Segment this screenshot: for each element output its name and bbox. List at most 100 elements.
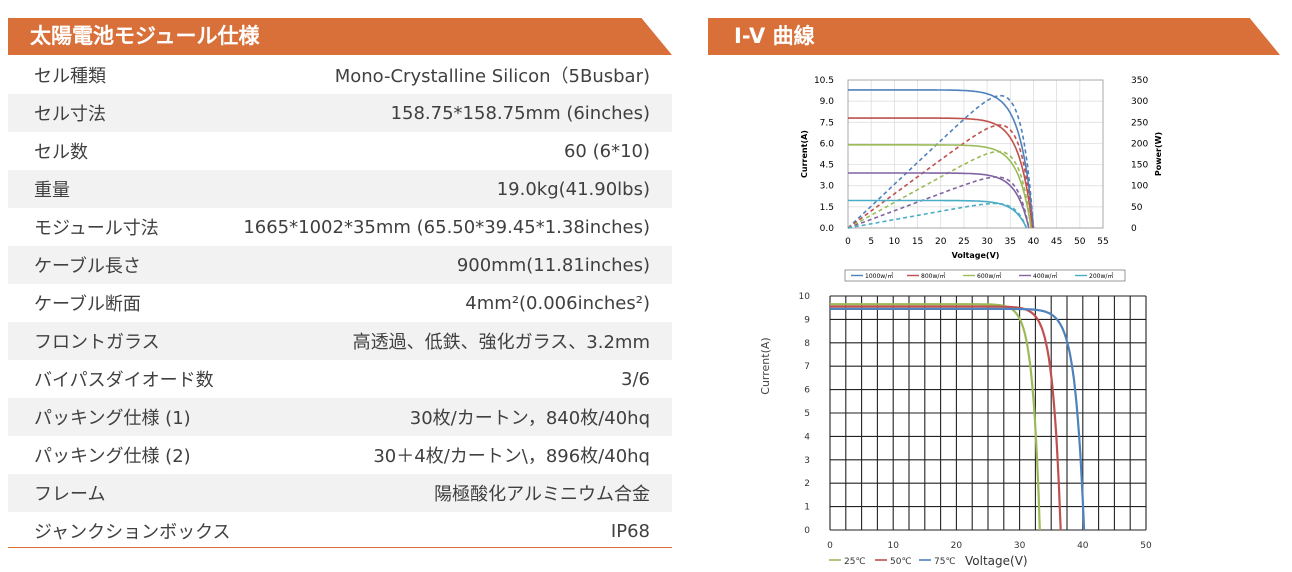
y2-tick-label: 100 [1131, 182, 1148, 192]
legend: 1000w/㎡ 800w/㎡ 600w/㎡ 400w/㎡ 200w/㎡ [844, 269, 1126, 282]
x-tick-label: 55 [1097, 237, 1108, 247]
x-tick-label: 20 [935, 237, 947, 247]
spec-value: 4mm²(0.006inches²) [465, 292, 650, 314]
x-tick-label: 30 [981, 237, 993, 247]
spec-label: モジュール寸法 [34, 218, 159, 239]
spec-label: バイパスダイオード数 [34, 370, 214, 391]
y2-tick-label: 50 [1131, 203, 1143, 213]
y-tick-label: 5 [804, 409, 810, 419]
x-tick-label: 5 [868, 237, 874, 247]
iv-curve-series [848, 144, 1032, 229]
y-tick-label: 0.0 [820, 224, 835, 234]
legend-frame [844, 269, 1126, 282]
spec-value: 陽極酸化アルミニウム合金 [434, 484, 650, 505]
y2-tick-label: 350 [1131, 76, 1148, 86]
spec-value: 30枚/カートン，840枚/40hq [409, 408, 650, 429]
iv-temperature-chart: 0 1 2 3 4 5 6 7 8 9 10 0 10 20 30 40 50 Current(A) 25℃ 50℃ 7… [759, 292, 1152, 568]
spec-value: 19.0kg(41.90lbs) [496, 178, 650, 200]
power-curve-series [847, 202, 1028, 229]
y-tick-label: 7 [804, 362, 810, 372]
spec-row: フレーム 陽極酸化アルミニウム合金 [8, 474, 672, 512]
y-tick-label: 3 [804, 456, 810, 466]
x-tick-label: 40 [1028, 237, 1040, 247]
x-tick-label: 0 [845, 237, 851, 247]
x-tick-label: 10 [887, 541, 899, 551]
y-tick-label: 4 [804, 432, 810, 442]
spec-value: 60 (6*10) [563, 140, 650, 162]
y-tick-label: 4.5 [820, 161, 834, 171]
spec-value: 高透過、低鉄、強化ガラス、3.2mm [352, 332, 650, 353]
y-tick-label: 7.5 [820, 118, 834, 128]
y-tick-label: 10.5 [814, 76, 834, 86]
legend-entry: 400w/㎡ [1033, 272, 1057, 280]
spec-label: パッキング仕様 (2) [34, 446, 191, 467]
spec-row: セル種類 Mono-Crystalline Silicon（5Busbar) [8, 56, 672, 94]
iv-irradiance-chart: 0 5 10 15 20 25 30 35 40 45 50 55 0.0 1.5 3.0 4.5 6.0 7.5… [800, 76, 1163, 282]
y-tick-label: 10 [799, 292, 811, 302]
spec-label: フレーム [34, 484, 106, 505]
y2-tick-label: 150 [1131, 161, 1148, 171]
legend-entry: 75℃ [934, 557, 956, 567]
power-curve-series [847, 150, 1032, 229]
iv-curve-series [848, 117, 1034, 229]
spec-row: セル寸法 158.75*158.75mm (6inches) [8, 94, 672, 132]
spec-row: モジュール寸法 1665*1002*35mm (65.50*39.45*1.38i… [8, 208, 672, 246]
y-tick-label: 0 [804, 526, 810, 536]
x-tick-label: 50 [1140, 541, 1152, 551]
spec-value: 30＋4枚/カートン\，896枚/40hq [373, 446, 650, 467]
x-tick-label: 35 [1005, 237, 1016, 247]
legend-entry: 200w/㎡ [1089, 272, 1113, 280]
y-tick-label: 1.5 [820, 203, 834, 213]
legend: 25℃ 50℃ 75℃ Voltage(V) [829, 554, 1028, 568]
iv-curve-series [848, 199, 1028, 229]
y-axis-label: Current(A) [800, 130, 809, 178]
x-tick-label: 25 [958, 237, 969, 247]
y-tick-label: 6.0 [820, 139, 835, 149]
y2-axis-label: Power(W) [1154, 132, 1163, 176]
spec-row: パッキング仕様 (2) 30＋4枚/カートン\，896枚/40hq [8, 436, 672, 474]
legend-entry: 50℃ [890, 557, 912, 567]
spec-table: セル種類 Mono-Crystalline Silicon（5Busbar) セル寸… [8, 56, 672, 550]
x-tick-label: 0 [827, 541, 833, 551]
power-curve-series [847, 94, 1035, 229]
y2-tick-label: 0 [1131, 224, 1137, 234]
spec-label: ジャンクションボックス [34, 522, 231, 543]
x-tick-label: 50 [1074, 237, 1086, 247]
spec-label: フロントガラス [34, 332, 160, 353]
x-tick-label: 30 [1014, 541, 1026, 551]
legend-entry: 25℃ [844, 557, 866, 567]
spec-table-bottom-rule [8, 547, 672, 548]
spec-label: セル数 [34, 142, 88, 163]
spec-value: 3/6 [621, 368, 650, 390]
spec-title: 太陽電池モジュール仕様 [30, 24, 260, 48]
y-tick-label: 3.0 [820, 182, 835, 192]
spec-label: セル寸法 [34, 104, 106, 125]
spec-header: 太陽電池モジュール仕様 [8, 18, 672, 55]
y2-tick-label: 250 [1131, 118, 1148, 128]
spec-row: パッキング仕様 (1) 30枚/カートン，840枚/40hq [8, 398, 672, 436]
spec-row: バイパスダイオード数 3/6 [8, 360, 672, 398]
y-tick-label: 1 [804, 503, 810, 513]
y-tick-label: 9 [804, 315, 810, 325]
spec-label: 重量 [34, 180, 70, 201]
spec-value: Mono-Crystalline Silicon（5Busbar) [334, 66, 650, 87]
spec-row: ジャンクションボックス IP68 [8, 512, 672, 550]
y2-tick-label: 300 [1131, 97, 1148, 107]
y-tick-label: 8 [804, 339, 810, 349]
x-tick-label: 10 [889, 237, 901, 247]
spec-row: フロントガラス 高透過、低鉄、強化ガラス、3.2mm [8, 322, 672, 360]
x-tick-label: 20 [951, 541, 963, 551]
spec-value: 158.75*158.75mm (6inches) [390, 102, 650, 124]
spec-label: ケーブル長さ [34, 256, 141, 277]
plot-frame [847, 79, 1104, 229]
y-tick-label: 9.0 [820, 97, 835, 107]
power-curve-series [847, 124, 1034, 229]
spec-value: 900mm(11.81inches) [456, 254, 650, 276]
iv-curve-series [848, 89, 1035, 229]
legend-entry: 800w/㎡ [921, 272, 945, 280]
spec-row: ケーブル断面 4mm²(0.006inches²) [8, 284, 672, 322]
spec-row: ケーブル長さ 900mm(11.81inches) [8, 246, 672, 284]
iv-curve-series [830, 307, 1086, 531]
y-tick-label: 2 [804, 479, 810, 489]
x-tick-label: 45 [1051, 237, 1062, 247]
